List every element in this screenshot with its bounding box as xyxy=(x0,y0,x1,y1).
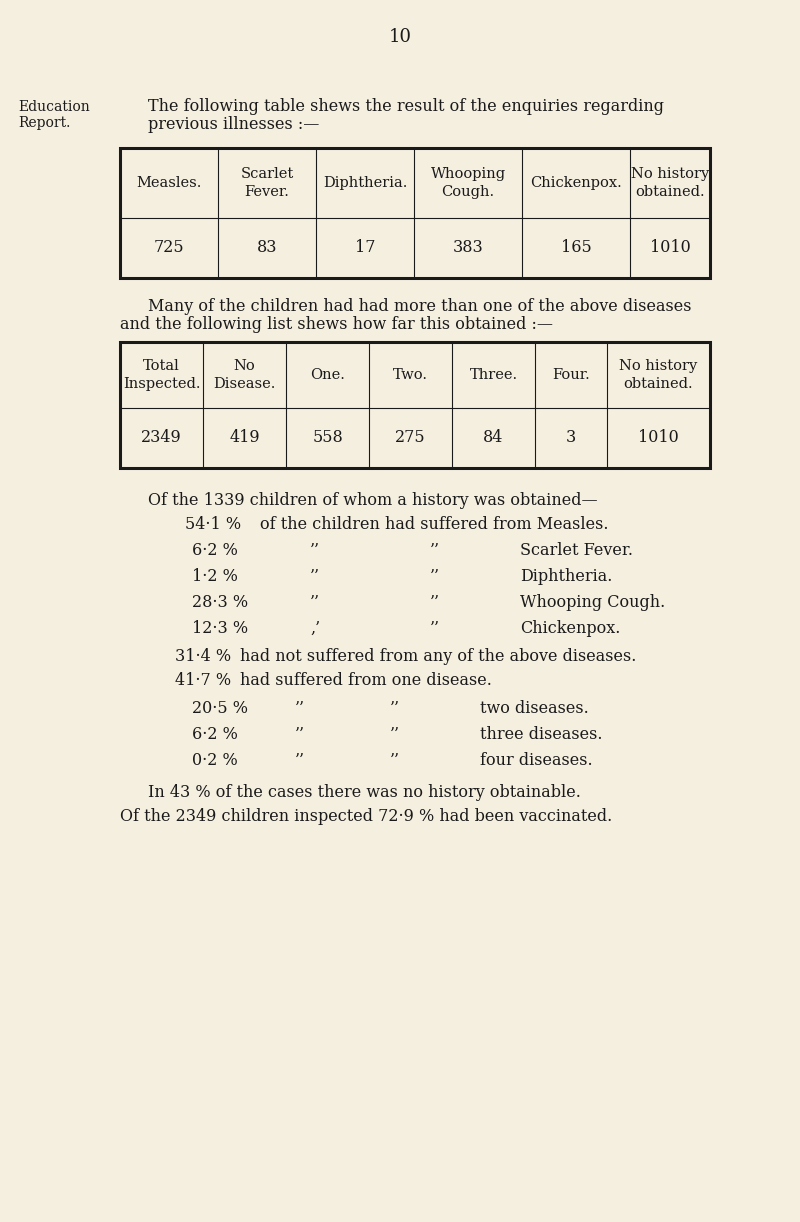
Text: Chickenpox.: Chickenpox. xyxy=(520,620,620,637)
Text: 41·7 %: 41·7 % xyxy=(175,672,231,689)
Text: 12·3 %: 12·3 % xyxy=(192,620,248,637)
Text: 383: 383 xyxy=(453,240,483,257)
Text: ’’: ’’ xyxy=(390,752,400,769)
Text: and the following list shews how far this obtained :—: and the following list shews how far thi… xyxy=(120,316,553,334)
Text: ’’: ’’ xyxy=(430,543,440,558)
Text: 17: 17 xyxy=(354,240,375,257)
Text: 28·3 %: 28·3 % xyxy=(192,594,248,611)
Text: two diseases.: two diseases. xyxy=(480,700,589,717)
Text: No history
obtained.: No history obtained. xyxy=(619,359,698,391)
Text: 2349: 2349 xyxy=(141,429,182,446)
Text: ’’: ’’ xyxy=(295,726,305,743)
Text: Four.: Four. xyxy=(552,368,590,382)
Text: ’’: ’’ xyxy=(430,594,440,611)
Text: ’’: ’’ xyxy=(295,700,305,717)
Text: ’’: ’’ xyxy=(310,594,320,611)
Text: In 43 % of the cases there was no history obtainable.: In 43 % of the cases there was no histor… xyxy=(148,785,581,800)
Text: 20·5 %: 20·5 % xyxy=(192,700,248,717)
Text: 558: 558 xyxy=(312,429,343,446)
Text: 31·4 %: 31·4 % xyxy=(175,648,231,665)
Bar xyxy=(120,148,710,277)
Text: 6·2 %: 6·2 % xyxy=(192,543,238,558)
Text: 0·2 %: 0·2 % xyxy=(192,752,238,769)
Text: ’’: ’’ xyxy=(430,568,440,585)
Text: Education: Education xyxy=(18,100,90,114)
Text: ’’: ’’ xyxy=(310,543,320,558)
Text: 1010: 1010 xyxy=(638,429,679,446)
Text: previous illnesses :—: previous illnesses :— xyxy=(148,116,319,133)
Text: Two.: Two. xyxy=(393,368,428,382)
Text: 83: 83 xyxy=(257,240,278,257)
Text: Of the 2349 children inspected 72·9 % had been vaccinated.: Of the 2349 children inspected 72·9 % ha… xyxy=(120,808,612,825)
Text: 275: 275 xyxy=(395,429,426,446)
Text: 725: 725 xyxy=(154,240,184,257)
Text: No
Disease.: No Disease. xyxy=(214,359,276,391)
Text: Scarlet
Fever.: Scarlet Fever. xyxy=(240,167,294,199)
Text: One.: One. xyxy=(310,368,345,382)
Text: 84: 84 xyxy=(483,429,504,446)
Text: had suffered from one disease.: had suffered from one disease. xyxy=(240,672,492,689)
Text: 10: 10 xyxy=(389,28,411,46)
Text: Report.: Report. xyxy=(18,116,70,130)
Text: ,’: ,’ xyxy=(310,620,320,637)
Text: ’’: ’’ xyxy=(295,752,305,769)
Text: 165: 165 xyxy=(561,240,591,257)
Text: Diphtheria.: Diphtheria. xyxy=(323,176,407,189)
Text: ’’: ’’ xyxy=(310,568,320,585)
Text: Measles.: Measles. xyxy=(136,176,202,189)
Text: 419: 419 xyxy=(229,429,260,446)
Text: 6·2 %: 6·2 % xyxy=(192,726,238,743)
Text: No history
obtained.: No history obtained. xyxy=(631,167,709,199)
Text: four diseases.: four diseases. xyxy=(480,752,593,769)
Text: Of the 1339 children of whom a history was obtained—: Of the 1339 children of whom a history w… xyxy=(148,492,598,510)
Text: ’’: ’’ xyxy=(430,620,440,637)
Text: Many of the children had had more than one of the above diseases: Many of the children had had more than o… xyxy=(148,298,691,315)
Text: Three.: Three. xyxy=(470,368,518,382)
Text: 1·2 %: 1·2 % xyxy=(192,568,238,585)
Text: Total
Inspected.: Total Inspected. xyxy=(122,359,200,391)
Text: had not suffered from any of the above diseases.: had not suffered from any of the above d… xyxy=(240,648,636,665)
Text: ’’: ’’ xyxy=(390,700,400,717)
Text: three diseases.: three diseases. xyxy=(480,726,602,743)
Text: The following table shews the result of the enquiries regarding: The following table shews the result of … xyxy=(148,98,664,115)
Text: Chickenpox.: Chickenpox. xyxy=(530,176,622,189)
Text: ’’: ’’ xyxy=(390,726,400,743)
Text: 1010: 1010 xyxy=(650,240,690,257)
Bar xyxy=(120,342,710,468)
Text: Whooping
Cough.: Whooping Cough. xyxy=(430,167,506,199)
Text: 3: 3 xyxy=(566,429,576,446)
Text: Scarlet Fever.: Scarlet Fever. xyxy=(520,543,633,558)
Text: Whooping Cough.: Whooping Cough. xyxy=(520,594,666,611)
Text: 54·1 %: 54·1 % xyxy=(185,516,241,533)
Text: Diphtheria.: Diphtheria. xyxy=(520,568,612,585)
Text: of the children had suffered from Measles.: of the children had suffered from Measle… xyxy=(260,516,609,533)
